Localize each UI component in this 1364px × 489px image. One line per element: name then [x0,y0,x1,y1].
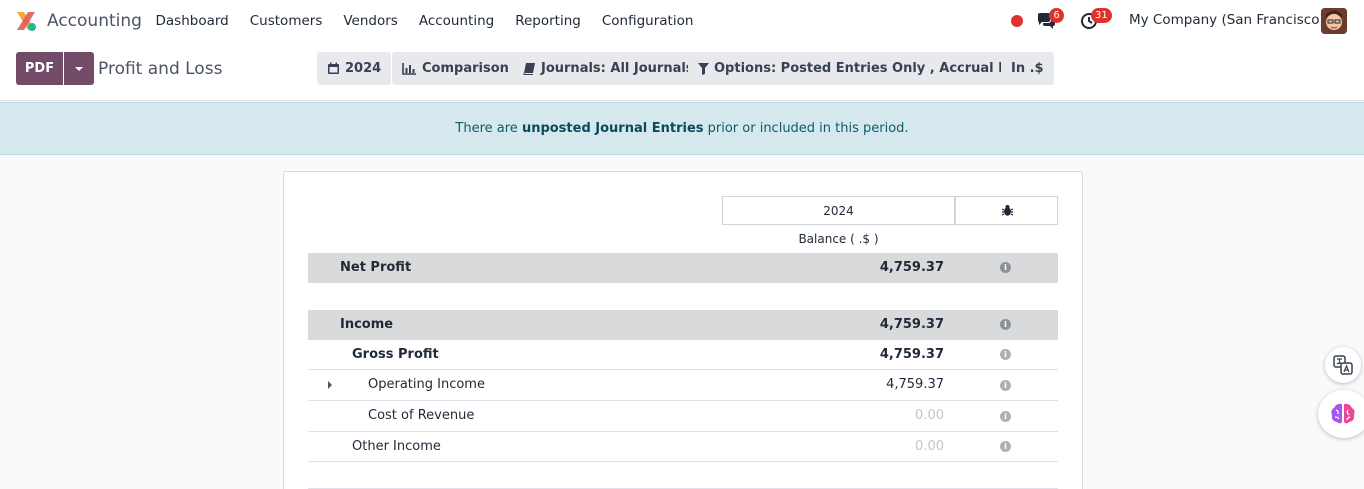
currency-filter-button[interactable]: In .$ [1001,52,1054,85]
journals-filter-label: Journals: All Journals [541,61,694,76]
brain-icon [1331,403,1355,424]
line-label: Net Profit [340,260,412,275]
export-dropdown-toggle[interactable] [64,52,94,85]
chat-count-badge: 6 [1049,8,1064,23]
line-value[interactable]: 0.00 [915,408,944,423]
book-icon [523,63,535,75]
top-navbar: Accounting Dashboard Customers Vendors A… [0,0,1364,42]
ai-assistant-button[interactable] [1318,390,1364,438]
column-header-balance: Balance ( .$ ) [798,232,879,246]
menu-accounting[interactable]: Accounting [418,13,495,29]
report-line-gross-profit[interactable]: Gross Profit 4,759.37 i [308,340,1058,370]
line-label: Income [340,317,394,332]
currency-filter-label: In .$ [1011,61,1044,76]
report-line-operating-income[interactable]: Operating Income 4,759.37 i [308,370,1058,401]
main-menu: Dashboard Customers Vendors Accounting R… [145,0,704,42]
unposted-entries-alert: There are unposted Journal Entries prior… [0,102,1364,155]
menu-customers[interactable]: Customers [249,13,323,29]
control-panel: PDF Profit and Loss 2024 Comparison Jour… [0,42,1364,101]
menu-reporting[interactable]: Reporting [515,13,581,29]
filter-icon [698,62,709,75]
translate-button[interactable] [1325,347,1361,383]
column-header-year: 2024 [722,196,955,225]
menu-vendors[interactable]: Vendors [343,13,398,29]
expand-caret-icon[interactable] [328,381,332,389]
line-label: Cost of Revenue [368,408,475,423]
activity-count-badge: 31 [1091,8,1112,23]
line-value[interactable]: 4,759.37 [879,347,944,362]
app-name[interactable]: Accounting [47,11,142,31]
calendar-icon [328,62,339,74]
info-icon[interactable]: i [1000,349,1011,360]
journals-filter-button[interactable]: Journals: All Journals [513,52,704,85]
date-filter-label: 2024 [345,61,382,76]
accounting-app-icon[interactable] [15,10,37,32]
line-value[interactable]: 0.00 [915,439,944,454]
info-icon[interactable]: i [1000,411,1011,422]
report-line-other-income[interactable]: Other Income 0.00 i [308,432,1058,462]
unposted-entries-link[interactable]: unposted Journal Entries [521,121,704,136]
comparison-label: Comparison [422,61,509,76]
info-icon[interactable]: i [1000,441,1011,452]
alert-text-after: prior or included in this period. [703,121,909,136]
line-label: Other Income [352,439,441,454]
user-avatar[interactable] [1321,8,1347,34]
report-line-net-profit[interactable]: Net Profit 4,759.37 i [308,253,1058,283]
comparison-button[interactable]: Comparison [392,52,519,85]
line-value[interactable]: 4,759.37 [886,377,944,392]
report-sheet: 2024 Balance ( .$ ) Net Profit 4,759.37 … [283,171,1083,489]
info-icon[interactable]: i [1000,380,1011,391]
alert-text-before: There are [455,121,522,136]
info-icon[interactable]: i [1000,262,1011,273]
report-line-cost-of-revenue[interactable]: Cost of Revenue 0.00 i [308,401,1058,432]
translate-icon [1333,355,1353,375]
bar-chart-icon [402,63,416,75]
status-dot-icon[interactable] [1011,15,1023,27]
line-value[interactable]: 4,759.37 [879,317,944,332]
options-filter-button[interactable]: Options: Posted Entries Only , Accrual B… [688,52,1047,85]
bug-icon [1001,205,1014,216]
options-filter-label: Options: Posted Entries Only , Accrual B… [714,61,1037,76]
pdf-button[interactable]: PDF [16,52,63,85]
menu-configuration[interactable]: Configuration [601,13,694,29]
line-label: Gross Profit [352,347,439,362]
avatar-icon [1321,8,1347,34]
page-title: Profit and Loss [98,59,223,79]
date-filter-button[interactable]: 2024 [317,52,392,85]
company-switcher[interactable]: My Company (San Francisco) [1129,12,1325,28]
line-value[interactable]: 4,759.37 [879,260,944,275]
report-line-income[interactable]: Income 4,759.37 i [308,310,1058,340]
debug-column-header[interactable] [955,196,1058,225]
line-label: Operating Income [368,377,485,392]
menu-dashboard[interactable]: Dashboard [155,13,229,29]
info-icon[interactable]: i [1000,319,1011,330]
